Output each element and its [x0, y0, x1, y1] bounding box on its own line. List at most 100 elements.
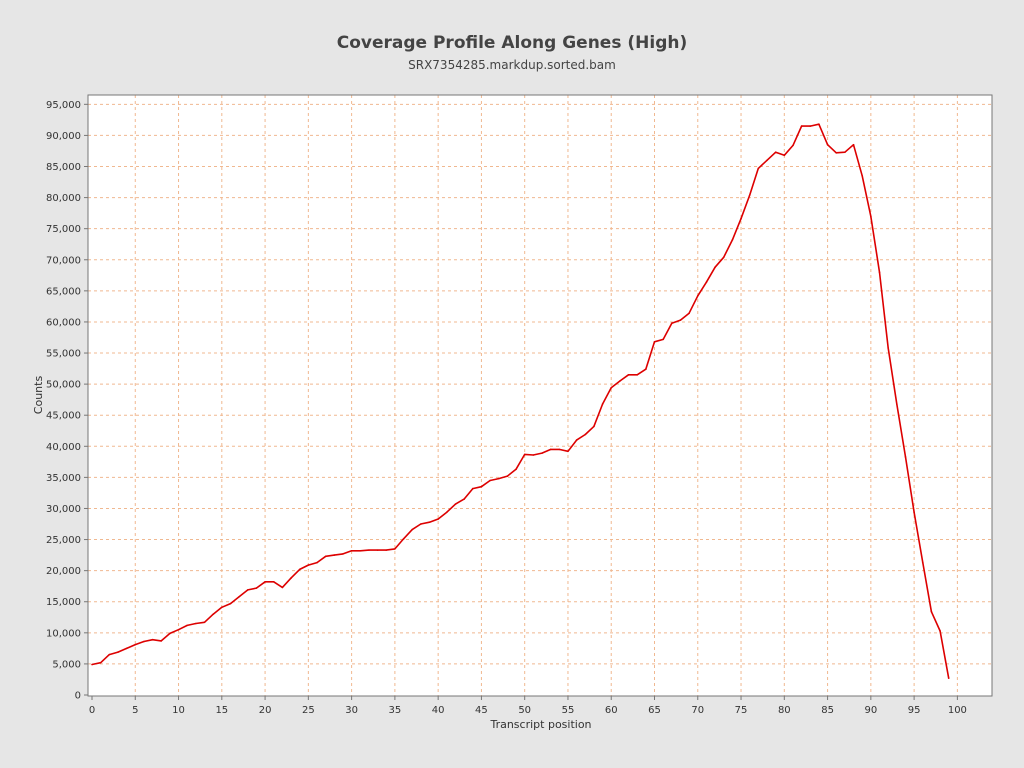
series-group: [91, 123, 950, 680]
y-tick-label: 60,000: [46, 317, 81, 328]
data-point: [376, 549, 379, 551]
y-tick-label: 80,000: [46, 193, 81, 204]
data-point: [731, 239, 734, 241]
x-tick-label: 10: [172, 705, 185, 716]
data-point: [541, 452, 543, 454]
y-tick-label: 95,000: [46, 100, 81, 111]
x-tick-label: 70: [691, 705, 704, 716]
data-point: [385, 549, 388, 551]
data-point: [930, 610, 933, 613]
data-point: [177, 628, 180, 631]
data-point: [446, 511, 448, 514]
x-axis-label: Transcript position: [489, 718, 591, 731]
data-point: [125, 647, 128, 650]
data-point: [584, 433, 587, 436]
data-point: [549, 448, 552, 451]
data-point: [506, 475, 509, 477]
x-tick-label: 25: [302, 705, 315, 716]
x-tick-label: 75: [735, 705, 748, 716]
y-tick-label: 45,000: [46, 411, 81, 422]
data-point: [169, 632, 171, 635]
data-point: [195, 622, 197, 625]
data-point: [774, 151, 777, 154]
data-point: [523, 453, 526, 456]
y-tick-label: 15,000: [46, 597, 81, 608]
x-tick-label: 60: [605, 705, 618, 716]
x-tick-label: 20: [259, 705, 272, 716]
data-point: [835, 152, 838, 154]
data-point: [783, 154, 786, 157]
data-point: [826, 143, 829, 146]
data-point: [117, 651, 119, 653]
y-tick-label: 5,000: [52, 659, 81, 670]
data-point: [428, 521, 431, 523]
data-point: [238, 595, 240, 598]
data-point: [921, 561, 924, 564]
y-tick-label: 0: [75, 691, 81, 702]
data-point: [489, 479, 491, 482]
x-tick-label: 80: [778, 705, 791, 716]
x-tick-label: 50: [518, 705, 531, 716]
data-point: [593, 425, 595, 428]
data-point: [298, 568, 301, 571]
data-point: [333, 554, 336, 556]
data-point: [203, 621, 206, 624]
data-point: [575, 439, 578, 441]
x-tick-label: 90: [864, 705, 877, 716]
y-tick-label: 10,000: [46, 628, 81, 639]
data-point: [601, 403, 604, 405]
plot-area: [88, 95, 992, 696]
data-point: [904, 456, 907, 458]
data-point: [255, 587, 258, 589]
data-point: [143, 640, 145, 643]
data-point: [567, 450, 569, 453]
y-tick-label: 90,000: [46, 131, 81, 142]
data-point: [748, 194, 751, 196]
y-tick-label: 35,000: [46, 473, 81, 484]
x-tick-label: 100: [948, 705, 967, 716]
data-point: [471, 487, 474, 490]
data-point: [662, 338, 664, 341]
data-point: [619, 380, 621, 382]
data-point: [515, 468, 517, 471]
data-point: [757, 167, 760, 170]
data-point: [627, 373, 630, 376]
data-point: [160, 640, 163, 642]
data-point: [420, 523, 422, 525]
y-tick-label: 30,000: [46, 504, 81, 515]
data-point: [636, 373, 638, 376]
y-tick-label: 75,000: [46, 224, 81, 235]
y-tick-label: 50,000: [46, 380, 81, 391]
data-point: [861, 175, 863, 177]
data-point: [645, 368, 647, 370]
data-point: [359, 549, 362, 552]
x-tick-label: 5: [132, 705, 138, 716]
y-tick-label: 85,000: [46, 162, 81, 173]
data-point: [91, 663, 93, 666]
data-point: [844, 151, 846, 154]
data-point: [705, 281, 708, 283]
data-point: [264, 581, 266, 583]
data-point: [671, 322, 673, 324]
data-point: [151, 638, 154, 641]
data-point: [714, 266, 716, 269]
chart-title: Coverage Profile Along Genes (High): [337, 33, 688, 53]
data-point: [939, 630, 941, 632]
data-point: [108, 653, 111, 656]
data-point: [870, 215, 872, 218]
data-point: [878, 271, 881, 274]
data-point: [766, 159, 768, 162]
series-line-0: [91, 123, 950, 679]
data-point: [411, 528, 413, 531]
data-point: [290, 577, 292, 579]
y-axis-label: Counts: [32, 376, 45, 415]
data-point: [497, 477, 500, 480]
data-point: [402, 538, 405, 540]
data-point: [350, 549, 353, 552]
data-point: [272, 581, 275, 583]
data-point: [229, 602, 232, 605]
x-tick-label: 0: [89, 705, 95, 716]
data-point: [896, 403, 898, 405]
data-point: [696, 295, 699, 297]
x-tick-label: 95: [908, 705, 921, 716]
